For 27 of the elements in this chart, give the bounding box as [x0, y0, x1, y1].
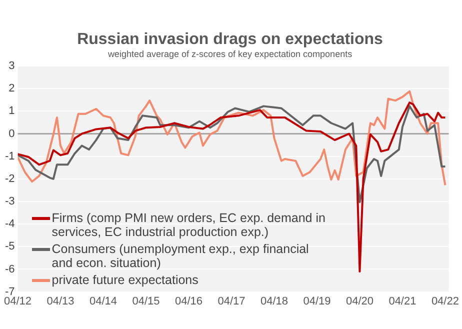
y-tick-label: 3 [8, 60, 15, 72]
x-tick-label: 04/18 [260, 295, 288, 308]
y-tick-label: -6 [5, 263, 15, 276]
y-tick-label: 2 [8, 82, 15, 95]
chart-title: Russian invasion drags on expectations [77, 31, 384, 48]
y-tick-label: -2 [5, 172, 15, 185]
y-tick-label: -3 [5, 196, 15, 208]
x-tick-label: 04/17 [218, 295, 246, 308]
x-tick-label: 04/19 [303, 295, 331, 308]
legend-label: Consumers (unemployment exp., exp financial and econ. situation) [52, 242, 310, 270]
legend-label: private future expectations [52, 272, 198, 287]
x-tick-label: 04/14 [90, 295, 118, 308]
x-tick-label: 04/22 [431, 295, 459, 308]
y-tick-label: -7 [5, 286, 15, 298]
y-tick-label: -1 [5, 150, 15, 162]
x-tick-label: 04/13 [46, 295, 74, 308]
legend-label: Firms (comp PMI new orders, EC exp. demand in services, EC industrial production exp.) [52, 210, 326, 239]
x-tick-label: 04/16 [174, 295, 203, 308]
y-tick-label: 1 [8, 105, 15, 118]
y-tick-label: -5 [5, 240, 15, 253]
x-tick-label: 04/21 [388, 295, 416, 308]
x-tick-label: 04/12 [4, 295, 32, 308]
x-tick-label: 04/15 [132, 295, 160, 308]
y-tick-label: -4 [5, 218, 15, 230]
x-tick-label: 04/20 [346, 295, 374, 308]
chart-subtitle: weighted average of z-scores of key expectation components [106, 49, 353, 60]
y-tick-label: 0 [8, 128, 15, 140]
